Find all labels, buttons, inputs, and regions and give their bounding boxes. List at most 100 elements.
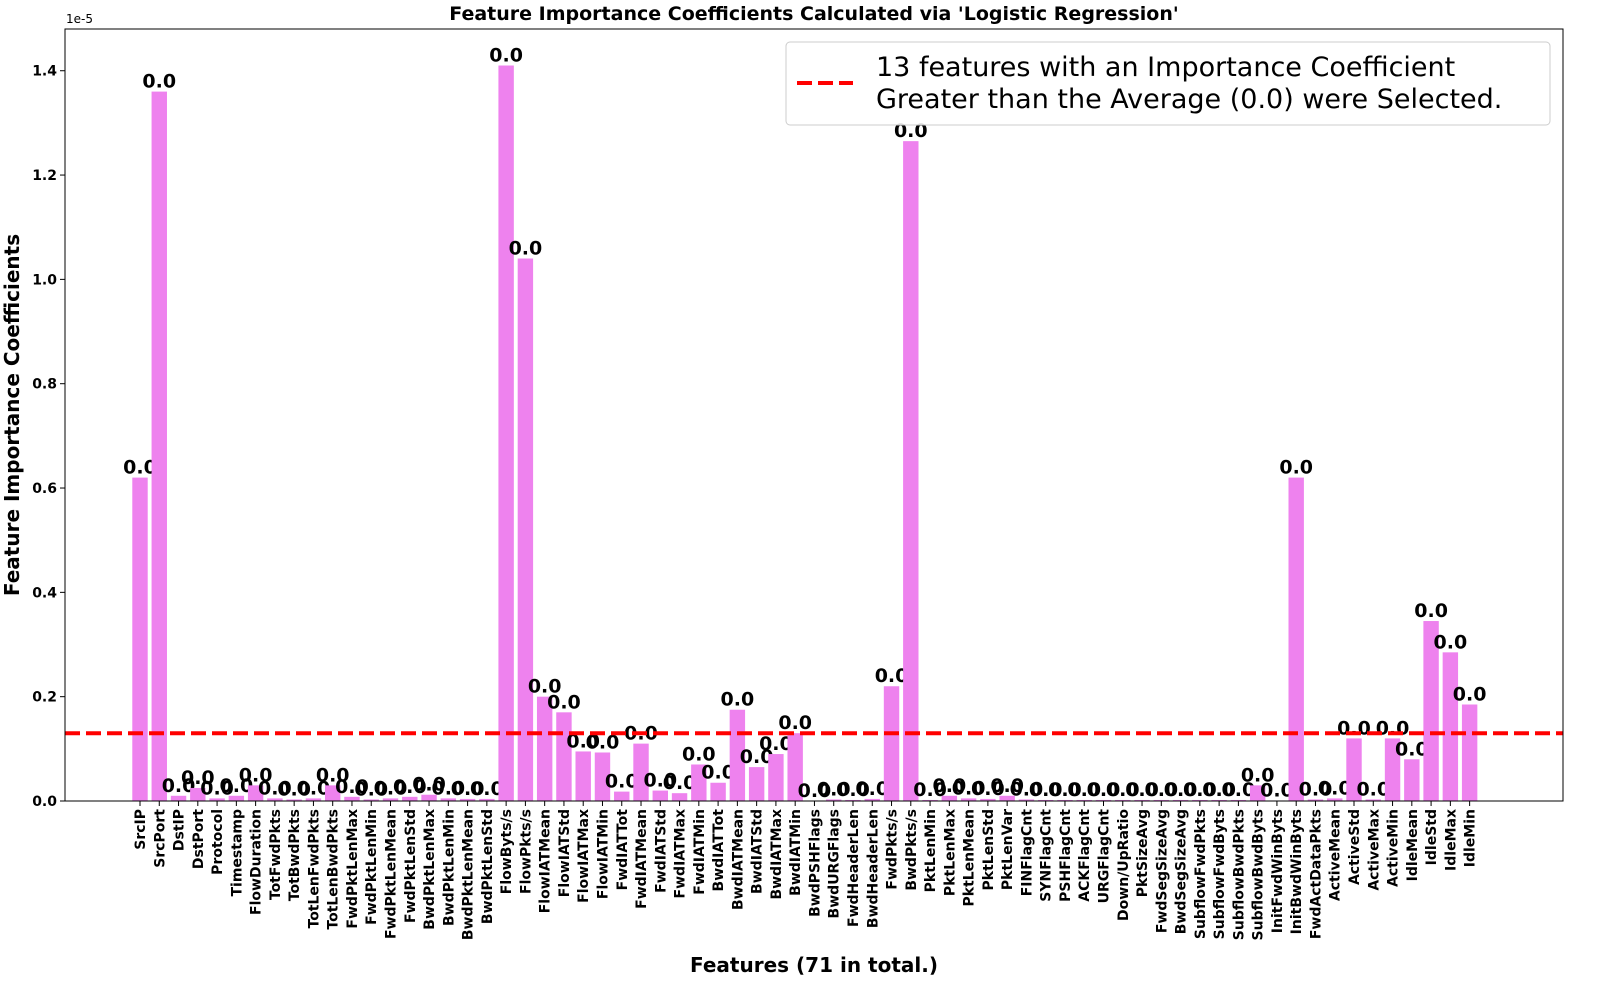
bar bbox=[440, 798, 457, 801]
bar bbox=[1211, 799, 1227, 801]
value-label: 0.0 bbox=[162, 775, 196, 797]
value-label: 0.0 bbox=[1260, 779, 1294, 801]
x-tick-label: FlowIATStd bbox=[557, 809, 573, 897]
x-tick-label: FlowIATMean bbox=[538, 809, 554, 913]
bar bbox=[980, 798, 996, 801]
bar bbox=[170, 795, 187, 801]
x-tick-label: BwdPktLenMin bbox=[441, 809, 457, 926]
x-tick-label: Protocol bbox=[210, 809, 226, 875]
value-label: 0.0 bbox=[759, 733, 793, 755]
x-tick-label: TotBwdPkts bbox=[287, 809, 303, 901]
value-label: 0.0 bbox=[1125, 779, 1159, 801]
value-label: 0.0 bbox=[643, 770, 677, 792]
value-label: 0.0 bbox=[142, 71, 176, 93]
bar bbox=[594, 752, 611, 801]
value-label: 0.0 bbox=[1395, 738, 1429, 760]
x-tick-label: FINFlagCnt bbox=[1019, 809, 1035, 897]
value-label: 0.0 bbox=[1414, 600, 1448, 622]
bar bbox=[614, 791, 630, 801]
x-tick-label: BwdPktLenMean bbox=[461, 809, 477, 940]
bar bbox=[1346, 738, 1362, 801]
x-tick-label: FwdHeaderLen bbox=[846, 809, 862, 927]
y-tick-label: 0.4 bbox=[32, 585, 57, 601]
value-label: 0.0 bbox=[952, 777, 986, 799]
value-label: 0.0 bbox=[1106, 779, 1140, 801]
x-tick-label: FwdPktLenMax bbox=[345, 809, 361, 929]
value-label: 0.0 bbox=[990, 775, 1024, 797]
bar bbox=[999, 795, 1015, 801]
bar bbox=[1442, 652, 1459, 801]
value-label: 0.0 bbox=[1087, 779, 1121, 801]
y-axis-label: Feature Importance Coefficients bbox=[0, 234, 24, 596]
bar bbox=[1134, 799, 1150, 801]
value-label: 0.0 bbox=[1202, 779, 1236, 801]
bar bbox=[575, 751, 591, 801]
x-tick-label: BwdHeaderLen bbox=[865, 809, 881, 928]
bar bbox=[1153, 799, 1170, 801]
x-tick-label: FwdIATStd bbox=[653, 809, 669, 893]
x-tick-label: URGFlagCnt bbox=[1097, 809, 1113, 904]
value-label: 0.0 bbox=[971, 778, 1005, 800]
bar bbox=[1037, 799, 1054, 801]
x-tick-label: BwdIATTot bbox=[711, 809, 727, 892]
value-label: 0.0 bbox=[586, 731, 620, 753]
value-label: 0.0 bbox=[566, 730, 600, 752]
value-label: 0.0 bbox=[1144, 779, 1178, 801]
value-label: 0.0 bbox=[1067, 779, 1101, 801]
x-tick-label: IdleMean bbox=[1405, 809, 1421, 881]
x-axis-label: Features (71 in total.) bbox=[690, 953, 938, 977]
x-tick-label: FwdPktLenMin bbox=[364, 809, 380, 925]
bar bbox=[1249, 785, 1266, 801]
x-tick-label: FwdIATTot bbox=[615, 809, 631, 891]
bar bbox=[556, 712, 572, 801]
value-label: 0.0 bbox=[220, 775, 254, 797]
value-label: 0.0 bbox=[798, 780, 832, 802]
value-label: 0.0 bbox=[740, 746, 774, 768]
value-label: 0.0 bbox=[1183, 779, 1217, 801]
value-label: 0.0 bbox=[1164, 779, 1198, 801]
chart-title: Feature Importance Coefficients Calculat… bbox=[449, 3, 1178, 25]
x-tick-label: BwdIATStd bbox=[750, 809, 766, 894]
legend-box bbox=[785, 41, 1551, 126]
x-tick-label: FlowIATMax bbox=[576, 809, 592, 903]
value-label: 0.0 bbox=[913, 779, 947, 801]
bar bbox=[247, 785, 264, 801]
value-label: 0.0 bbox=[431, 777, 465, 799]
x-tick-label: FwdIATMax bbox=[673, 809, 689, 898]
bar bbox=[324, 785, 341, 801]
value-label: 0.0 bbox=[1010, 778, 1044, 800]
legend-label: 13 features with an Importance Coefficie… bbox=[876, 52, 1455, 83]
x-tick-label: DstPort bbox=[191, 809, 207, 869]
bar bbox=[960, 798, 977, 801]
bar bbox=[768, 754, 784, 801]
x-tick-label: SubflowBwdPkts bbox=[1231, 809, 1247, 940]
x-tick-label: FwdActDataPkts bbox=[1308, 809, 1324, 939]
x-tick-label: BwdPktLenStd bbox=[480, 809, 496, 924]
bar bbox=[1404, 759, 1420, 801]
bar bbox=[267, 798, 283, 801]
bar bbox=[748, 767, 765, 801]
bar bbox=[1365, 799, 1381, 801]
x-tick-label: ActiveMax bbox=[1366, 809, 1382, 891]
bar bbox=[903, 141, 919, 801]
bar bbox=[941, 795, 958, 801]
x-tick-label: SrcIP bbox=[133, 809, 149, 850]
value-label: 0.0 bbox=[1453, 684, 1487, 706]
bar bbox=[228, 795, 245, 801]
bar bbox=[1192, 799, 1208, 801]
x-tick-label: PktLenMax bbox=[942, 809, 958, 896]
bar bbox=[1307, 799, 1324, 801]
x-tick-label: PSHFlagCnt bbox=[1058, 809, 1074, 902]
value-label: 0.0 bbox=[354, 778, 388, 800]
x-tick-label: PktSizeAvg bbox=[1135, 809, 1151, 897]
x-tick-label: BwdIATMax bbox=[769, 809, 785, 900]
x-tick-label: IdleStd bbox=[1424, 809, 1440, 865]
bar bbox=[922, 799, 938, 801]
bar bbox=[1172, 799, 1189, 801]
bar bbox=[132, 477, 148, 801]
value-label: 0.0 bbox=[1356, 778, 1390, 800]
bar bbox=[1230, 799, 1247, 801]
value-label: 0.0 bbox=[778, 712, 812, 734]
x-tick-label: DstIP bbox=[172, 809, 188, 851]
